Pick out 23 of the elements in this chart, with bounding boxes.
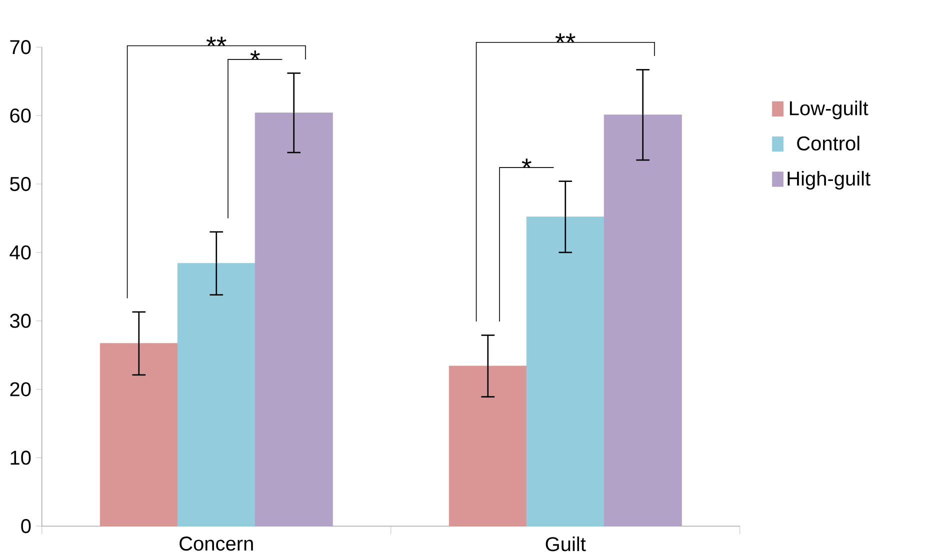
- y-tick-label: 70: [10, 40, 31, 54]
- y-tick-label: 0: [21, 519, 31, 534]
- bar: [100, 343, 178, 526]
- y-tick-label: 40: [10, 245, 31, 260]
- y-tick-label: 10: [10, 450, 31, 465]
- legend-label: Low-guilt: [790, 100, 868, 120]
- y-tick-label: 30: [10, 314, 31, 328]
- bar: [448, 366, 527, 526]
- x-tick-label: Guilt: [546, 536, 586, 552]
- annotation: *: [522, 158, 532, 168]
- text: **: [206, 36, 226, 46]
- legend-label: High-guilt: [788, 170, 870, 190]
- legend-label: Control: [797, 136, 860, 150]
- y-tick-label: 50: [10, 176, 31, 192]
- bar: [604, 114, 682, 526]
- text: **: [555, 33, 576, 43]
- y-tick-label: 60: [10, 108, 31, 123]
- y-tick-label: 20: [10, 382, 31, 396]
- bar: [177, 263, 256, 526]
- x-tick-label: Concern: [180, 536, 253, 551]
- bar: [254, 112, 333, 526]
- bar: [526, 216, 604, 526]
- annotation: *: [250, 50, 260, 60]
